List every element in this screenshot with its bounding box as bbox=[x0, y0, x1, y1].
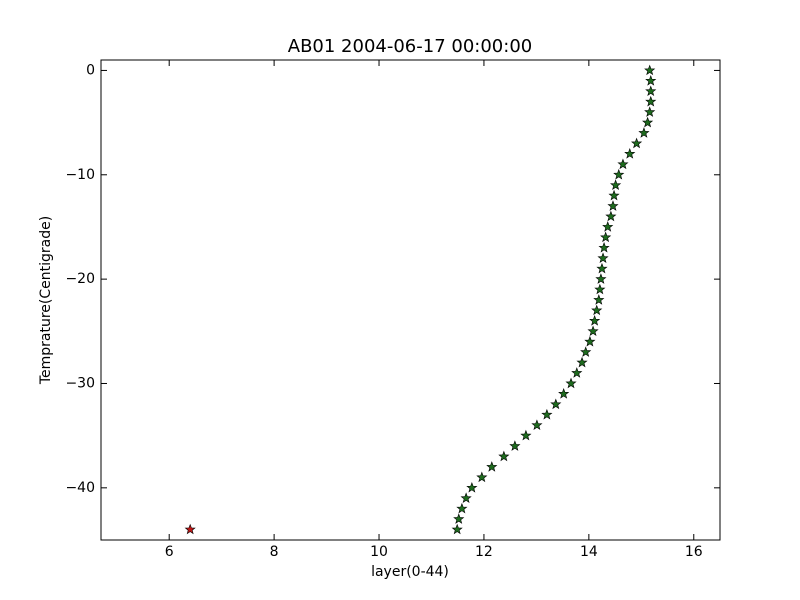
data-point bbox=[486, 461, 498, 472]
data-point bbox=[605, 210, 617, 222]
chart-title: AB01 2004-06-17 00:00:00 bbox=[288, 36, 532, 57]
data-point bbox=[607, 200, 619, 211]
data-point bbox=[184, 523, 196, 535]
data-point bbox=[466, 481, 478, 493]
data-point bbox=[451, 523, 463, 535]
x-tick-label: 8 bbox=[270, 544, 279, 560]
data-point bbox=[509, 440, 521, 451]
data-point bbox=[565, 377, 577, 389]
data-point bbox=[617, 158, 629, 170]
data-point bbox=[644, 106, 656, 117]
y-tick-label: −40 bbox=[65, 480, 95, 496]
data-point bbox=[608, 189, 620, 201]
data-point bbox=[576, 356, 588, 368]
data-point bbox=[587, 325, 599, 337]
data-point bbox=[638, 127, 650, 138]
data-point bbox=[453, 513, 465, 524]
data-point bbox=[476, 471, 488, 483]
data-point bbox=[602, 221, 614, 232]
data-point bbox=[642, 116, 654, 128]
data-point bbox=[593, 294, 605, 305]
data-point bbox=[558, 388, 570, 399]
data-point bbox=[644, 64, 656, 76]
data-point bbox=[580, 346, 592, 357]
data-point bbox=[595, 273, 607, 284]
y-tick-label: 0 bbox=[86, 62, 95, 78]
data-point bbox=[541, 408, 553, 420]
x-tick-label: 14 bbox=[580, 544, 598, 560]
data-point bbox=[596, 262, 608, 274]
y-tick-label: −10 bbox=[65, 167, 95, 183]
data-point bbox=[645, 95, 657, 107]
data-point bbox=[631, 137, 643, 149]
data-point bbox=[624, 148, 636, 159]
data-point bbox=[594, 283, 606, 295]
data-point bbox=[498, 450, 510, 462]
x-tick-label: 10 bbox=[370, 544, 388, 560]
x-tick-label: 12 bbox=[475, 544, 493, 560]
x-axis-label: layer(0-44) bbox=[371, 564, 449, 580]
data-point bbox=[571, 367, 583, 378]
y-axis-label: Temprature(Centigrade) bbox=[38, 216, 54, 385]
data-point bbox=[610, 179, 622, 190]
plot-frame bbox=[100, 59, 721, 541]
data-point bbox=[550, 398, 562, 410]
data-point bbox=[456, 502, 468, 514]
y-tick-label: −30 bbox=[65, 375, 95, 391]
data-point bbox=[600, 231, 612, 243]
data-point bbox=[645, 85, 657, 97]
y-tick-label: −20 bbox=[65, 271, 95, 287]
data-point bbox=[598, 241, 610, 253]
data-point bbox=[589, 315, 601, 326]
data-point bbox=[645, 75, 657, 86]
data-point bbox=[460, 492, 472, 504]
data-point bbox=[531, 419, 543, 430]
data-point bbox=[591, 304, 603, 316]
x-tick-label: 16 bbox=[685, 544, 703, 560]
data-point bbox=[584, 335, 596, 347]
data-point bbox=[520, 429, 532, 441]
x-tick-label: 6 bbox=[165, 544, 174, 560]
data-point bbox=[597, 252, 609, 264]
data-point bbox=[613, 168, 625, 180]
